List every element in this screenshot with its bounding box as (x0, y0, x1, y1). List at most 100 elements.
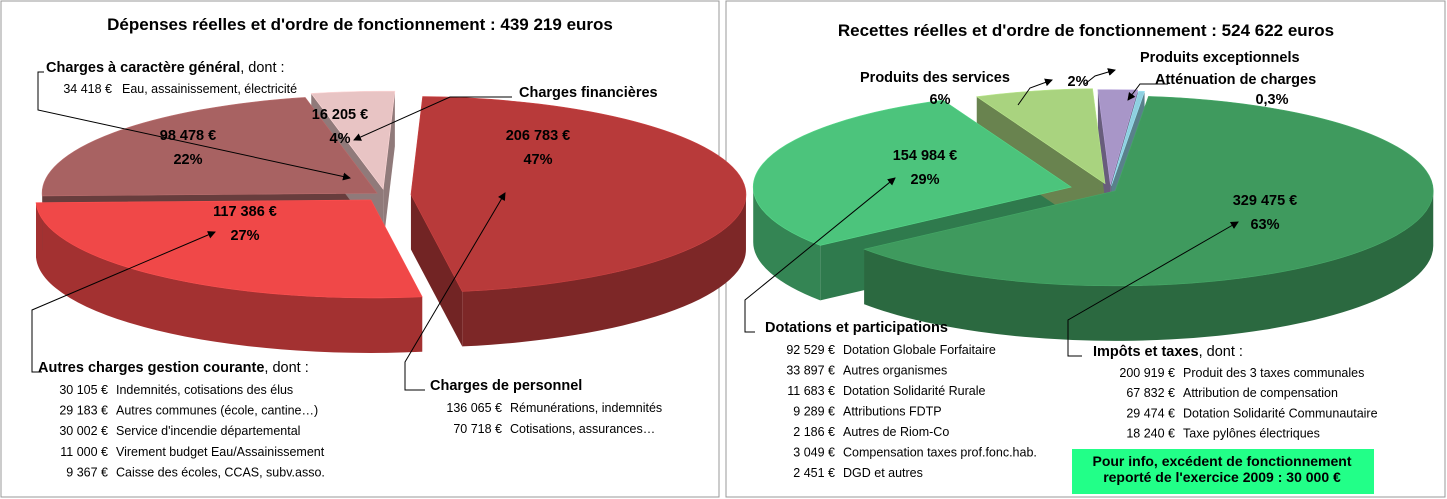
category-name: Produits des services (860, 70, 1010, 86)
percent-label: 0,3% (1255, 92, 1288, 108)
detail-text: Attribution de compensation (1183, 386, 1338, 400)
detail-text: Dotation Solidarité Communautaire (1183, 406, 1378, 420)
amount-label: 154 984 € (893, 148, 958, 164)
arrow (37, 71, 351, 181)
percent-label: 29% (910, 172, 939, 188)
detail-amount: 3 049 € (793, 446, 835, 460)
detail-text: Rémunérations, indemnités (510, 401, 662, 415)
detail-text: Cotisations, assurances… (510, 422, 655, 436)
category-name: Produits exceptionnels (1140, 50, 1300, 66)
category-label: Atténuation de charges (1155, 72, 1316, 88)
detail-amount: 30 105 € (59, 383, 108, 397)
note-line: Pour info, excédent de fonctionnement (1092, 453, 1351, 469)
amount-label: 16 205 € (312, 107, 368, 123)
arrow (1017, 78, 1053, 106)
detail-amount: 9 367 € (66, 465, 108, 479)
detail-amount: 34 418 € (63, 82, 112, 96)
slice-side (864, 190, 1434, 341)
category-label: Produits des services (860, 70, 1010, 86)
detail-text: DGD et autres (843, 466, 923, 480)
amount-label: 98 478 € (160, 128, 216, 144)
detail-text: Virement budget Eau/Assainissement (116, 445, 325, 459)
slice-side (753, 187, 821, 301)
detail-amount: 33 897 € (786, 364, 835, 378)
category-name: Charges de personnel (430, 378, 582, 394)
note-box (1072, 449, 1374, 494)
arrows (31, 68, 1239, 391)
detail-amount: 92 529 € (786, 343, 835, 357)
arrow (1127, 83, 1168, 101)
chart-title: Recettes réelles et d'ordre de fonctionn… (838, 21, 1334, 40)
detail-amount: 200 919 € (1119, 366, 1175, 380)
pie (35, 90, 747, 353)
percent-label: 2% (1068, 74, 1089, 90)
category-label: Impôts et taxes, dont : (1093, 344, 1243, 360)
percent-label: 6% (930, 92, 951, 108)
amount-label: 329 475 € (1233, 193, 1298, 209)
category-suffix: , dont : (264, 360, 308, 376)
slice-wall (410, 194, 463, 347)
detail-text: Service d'incendie départemental (116, 424, 300, 438)
slice (752, 99, 1072, 246)
detail-text: Taxe pylônes électriques (1183, 427, 1320, 441)
percent-label: 22% (173, 152, 202, 168)
slice-side (462, 194, 746, 347)
detail-text: Compensation taxes prof.fonc.hab. (843, 446, 1037, 460)
category-label: Produits exceptionnels (1140, 50, 1300, 66)
detail-text: Autres de Riom-Co (843, 425, 949, 439)
detail-text: Eau, assainissement, électricité (122, 82, 297, 96)
arrow (404, 192, 506, 391)
slice (35, 199, 423, 299)
pie (752, 88, 1434, 341)
percent-label: 27% (230, 228, 259, 244)
slice (1111, 90, 1145, 186)
detail-amount: 70 718 € (453, 422, 502, 436)
arrow (744, 177, 896, 333)
category-name: Dotations et participations (765, 320, 948, 336)
amount-label: 117 386 € (213, 204, 277, 220)
note-line: reporté de l'exercice 2009 : 30 000 € (1103, 469, 1341, 485)
slice (975, 88, 1106, 185)
detail-amount: 11 683 € (787, 384, 835, 398)
slice (310, 90, 396, 190)
arrow (1084, 68, 1116, 85)
category-label: Charges à caractère général, dont : (46, 60, 285, 76)
detail-amount: 30 002 € (59, 424, 108, 438)
detail-amount: 136 065 € (446, 401, 502, 415)
percent-label: 4% (330, 131, 351, 147)
detail-amount: 11 000 € (60, 445, 108, 459)
detail-text: Dotation Solidarité Rurale (843, 384, 985, 398)
slice (863, 96, 1434, 287)
detail-amount: 18 240 € (1126, 427, 1175, 441)
detail-amount: 2 451 € (793, 466, 835, 480)
amount-label: 206 783 € (506, 128, 571, 144)
category-label: Charges de personnel (430, 378, 582, 394)
slice-wall (383, 91, 395, 245)
category-suffix: , dont : (1199, 344, 1243, 360)
percent-label: 63% (1250, 217, 1279, 233)
detail-text: Attributions FDTP (843, 405, 942, 419)
detail-text: Autres communes (école, cantine…) (116, 404, 318, 418)
arrow (31, 231, 216, 373)
category-name: Impôts et taxes (1093, 344, 1199, 360)
detail-amount: 9 289 € (793, 405, 835, 419)
category-label: Dotations et participations (765, 320, 948, 336)
detail-text: Autres organismes (843, 364, 947, 378)
detail-amount: 29 474 € (1126, 406, 1175, 420)
detail-amount: 29 183 € (59, 404, 108, 418)
category-name: Charges à caractère général (46, 60, 240, 76)
detail-text: Caisse des écoles, CCAS, subv.asso. (116, 465, 325, 479)
detail-amount: 2 186 € (793, 425, 835, 439)
detail-text: Indemnités, cotisations des élus (116, 383, 293, 397)
percent-label: 47% (523, 152, 552, 168)
category-name: Autres charges gestion courante (38, 360, 264, 376)
slice (410, 96, 747, 292)
detail-text: Dotation Globale Forfaitaire (843, 343, 996, 357)
category-label: Autres charges gestion courante, dont : (38, 360, 309, 376)
arrow (1067, 221, 1239, 357)
slice (1097, 89, 1139, 185)
category-label: Charges financières (519, 85, 658, 101)
arrow (353, 96, 512, 141)
category-name: Atténuation de charges (1155, 72, 1316, 88)
